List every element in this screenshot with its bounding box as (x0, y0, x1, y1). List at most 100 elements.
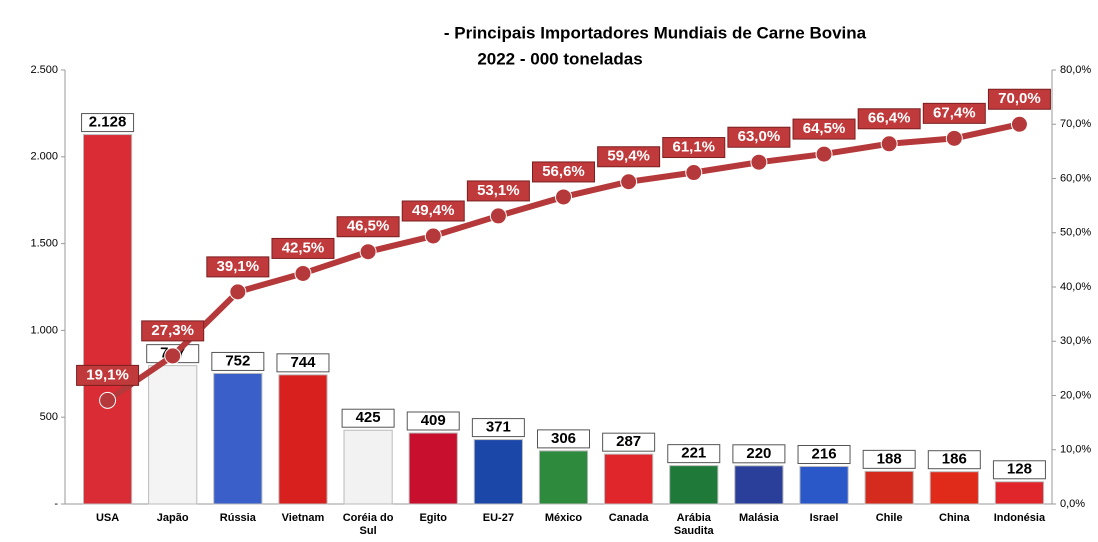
value-label-box (406, 411, 460, 431)
bar (473, 439, 523, 505)
line-marker (620, 173, 638, 191)
line-value-label: 49,4% (412, 202, 455, 219)
line-value-label: 66,4% (868, 110, 911, 127)
line-value-label: 67,4% (933, 104, 976, 121)
y-tick-label: 500 (40, 411, 58, 423)
bar (213, 372, 263, 505)
line-value-label: 61,1% (672, 139, 715, 156)
value-label-box (276, 353, 330, 373)
bar (538, 450, 589, 505)
bar (864, 470, 914, 505)
bar-value-label: 2.128 (89, 114, 127, 131)
bar-value-label: 220 (746, 445, 771, 462)
line-value-label: 59,4% (607, 148, 650, 165)
value-label-box (602, 432, 656, 452)
y2-tick-label: 70,0% (1060, 118, 1091, 130)
bar-value-label: 306 (551, 430, 576, 447)
x-tick-label: Malásia (739, 512, 779, 524)
line-marker (294, 264, 312, 282)
line-value-label: 27,3% (151, 322, 194, 339)
bar-value-label: 744 (290, 354, 316, 371)
line-label-box (987, 88, 1051, 110)
line-label-box (76, 364, 140, 386)
line-label-box (336, 216, 400, 238)
value-label-box (992, 460, 1046, 480)
line-value-label: 46,5% (347, 218, 390, 235)
value-label-box (797, 445, 851, 465)
value-label-box (81, 113, 135, 133)
bar (343, 429, 393, 505)
line-label-box (597, 146, 661, 168)
x-tick-label: Egito (419, 512, 447, 524)
x-tick-label: Indonésia (993, 512, 1046, 524)
y2-tick-label: 30,0% (1060, 335, 1091, 347)
line-label-box (922, 102, 986, 124)
line-marker (555, 188, 572, 206)
value-label-box (471, 418, 525, 438)
value-label-box (862, 449, 916, 469)
line-label-box (271, 237, 335, 259)
y-tick-label: 1.000 (30, 324, 58, 336)
value-label-box (667, 444, 721, 464)
x-tick-label: EU-27 (482, 512, 514, 524)
line-label-box (141, 320, 205, 342)
line-marker (359, 243, 377, 261)
bar (148, 365, 198, 505)
line-value-label: 56,6% (542, 163, 585, 180)
line-marker (750, 153, 768, 171)
line-marker (229, 283, 247, 301)
chart-title: - Principais Importadores Mundiais de Ca… (444, 23, 867, 42)
line-value-label: 42,5% (282, 239, 325, 256)
bar (278, 374, 328, 505)
x-tick-label: China (939, 512, 970, 524)
x-tick-label: Rússia (219, 512, 256, 524)
bar (604, 453, 654, 505)
line-marker (1010, 115, 1028, 133)
bar (799, 466, 849, 505)
line-label-box (206, 256, 270, 278)
x-tick-label: México (544, 512, 583, 524)
line-label-box (662, 137, 726, 159)
y2-tick-label: 20,0% (1060, 389, 1091, 401)
bar-value-label: 188 (877, 450, 902, 467)
line-label-box (466, 180, 530, 202)
line-value-label: 70,0% (998, 90, 1041, 107)
line-label-box (727, 126, 791, 148)
bar-value-label: 186 (942, 451, 967, 468)
bar-value-label: 409 (421, 412, 446, 429)
x-tick-label: USA (95, 512, 120, 524)
line-label-box (857, 108, 921, 130)
bar (734, 465, 784, 505)
line-label-box (401, 200, 465, 222)
line-marker (164, 347, 182, 365)
bar (82, 134, 133, 505)
line-marker (880, 135, 898, 153)
line-label-box (792, 118, 856, 140)
x-tick-label: Chile (875, 512, 903, 524)
line-label-box (532, 161, 595, 183)
line-marker (99, 391, 117, 409)
x-tick-label: Canada (608, 512, 649, 524)
chart-subtitle: 2022 - 000 toneladas (477, 49, 642, 68)
line-marker (424, 227, 442, 245)
y2-tick-label: 40,0% (1060, 281, 1091, 293)
y2-tick-label: 80,0% (1060, 64, 1091, 76)
line-marker (685, 164, 703, 182)
x-tick-label: Japão (156, 512, 189, 524)
y2-tick-label: 10,0% (1060, 444, 1091, 456)
line-value-label: 64,5% (803, 120, 846, 137)
y-tick-label: 1.500 (30, 238, 58, 250)
value-label-box (341, 408, 395, 428)
line-marker (945, 129, 963, 147)
y2-tick-label: 50,0% (1060, 227, 1091, 239)
bar (929, 471, 979, 505)
bar (669, 465, 719, 505)
bar-value-label: 216 (812, 445, 837, 462)
line-value-label: 63,0% (738, 128, 781, 145)
y2-tick-label: 0,0% (1060, 498, 1085, 510)
line-value-label: 19,1% (86, 366, 129, 383)
value-label-box (537, 429, 590, 449)
value-label-box (211, 351, 265, 371)
